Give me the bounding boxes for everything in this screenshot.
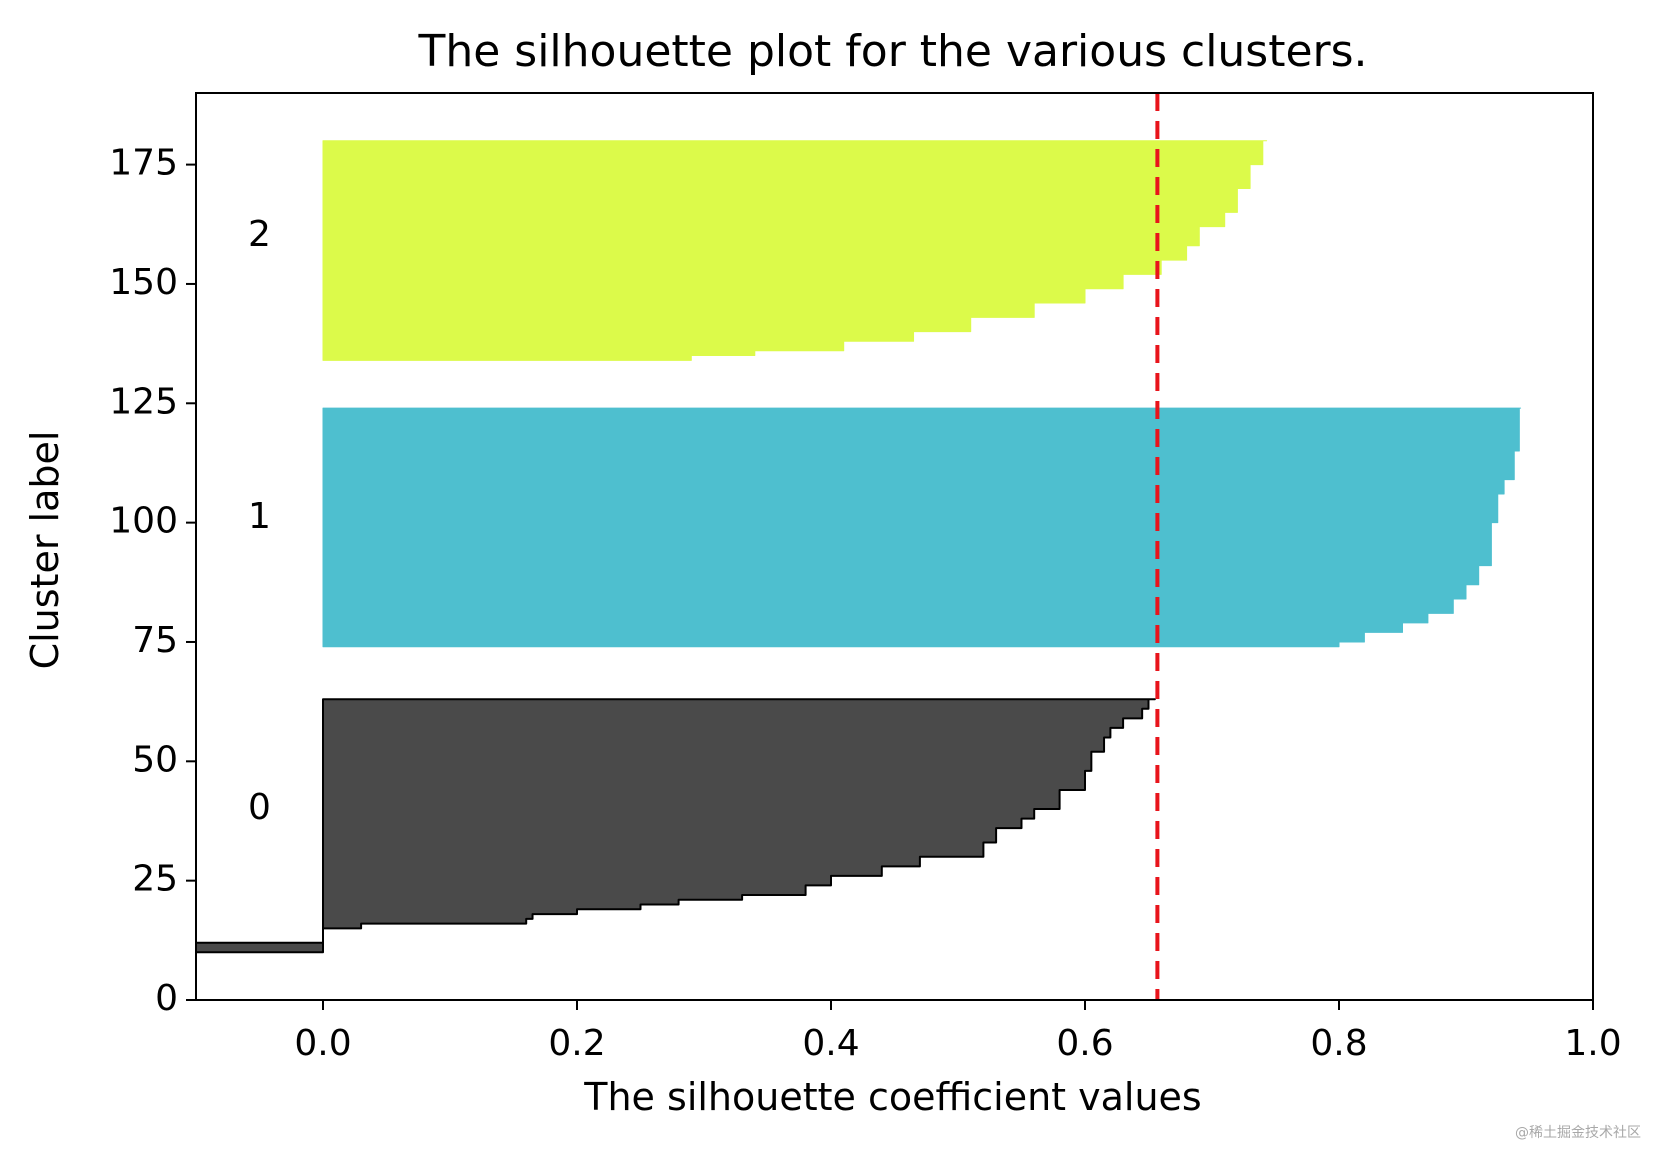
- cluster-2-silhouette: [322, 140, 1268, 361]
- y-tick-label: 0: [155, 978, 178, 1019]
- x-tick-label: 1.0: [1564, 1023, 1621, 1064]
- watermark: @稀土掘金技术社区: [1515, 1125, 1641, 1141]
- plot-area: 0 1 2 0.0 0.2 0.4 0.6 0.8 1.0 0 25 50 75 100 125 150 175: [109, 92, 1622, 1064]
- cluster-label-2: 2: [248, 214, 271, 255]
- cluster-label-1: 1: [248, 496, 271, 537]
- chart-title: The silhouette plot for the various clus…: [417, 26, 1367, 77]
- y-axis-label: Cluster label: [23, 431, 67, 670]
- y-tick-label: 25: [132, 859, 178, 900]
- x-axis-label: The silhouette coefficient values: [583, 1075, 1201, 1119]
- y-tick-label: 175: [109, 143, 178, 184]
- x-tick-label: 0.2: [548, 1023, 605, 1064]
- x-tick-label: 0.6: [1056, 1023, 1113, 1064]
- y-tick-label: 150: [109, 262, 178, 303]
- cluster-1-silhouette: [322, 407, 1522, 648]
- axes-frame: [195, 92, 1594, 1001]
- cluster-label-0: 0: [248, 787, 271, 828]
- y-tick-label: 75: [132, 620, 178, 661]
- y-tick-label: 50: [132, 739, 178, 780]
- cluster-0-silhouette: [195, 698, 1156, 954]
- x-tick-label: 0.8: [1310, 1023, 1367, 1064]
- x-tick-label: 0.4: [802, 1023, 859, 1064]
- y-tick-label: 125: [109, 381, 178, 422]
- x-tick-label: 0.0: [294, 1023, 351, 1064]
- y-tick-label: 100: [109, 501, 178, 542]
